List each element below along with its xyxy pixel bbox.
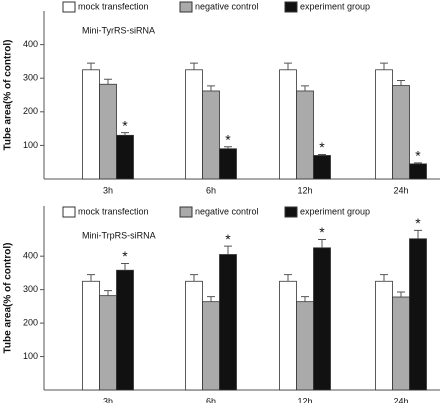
annotation: * bbox=[415, 215, 421, 231]
legend-label: experiment group bbox=[300, 1, 370, 11]
error-bar bbox=[284, 62, 292, 70]
bar bbox=[375, 69, 393, 180]
error-bar bbox=[121, 263, 129, 271]
error-bar bbox=[104, 290, 112, 296]
annotation: * bbox=[319, 224, 325, 240]
bar bbox=[185, 69, 203, 180]
error-bar bbox=[207, 85, 215, 91]
legend-swatch bbox=[179, 1, 193, 13]
error-bar bbox=[284, 274, 292, 282]
legend-label: negative control bbox=[195, 1, 259, 11]
y-tick-label: 300 bbox=[23, 73, 38, 83]
error-bar bbox=[301, 85, 309, 91]
legend-swatch bbox=[284, 206, 298, 218]
bar bbox=[116, 269, 134, 391]
bar bbox=[375, 280, 393, 391]
bar bbox=[202, 301, 220, 391]
legend-swatch bbox=[284, 1, 298, 13]
error-bar bbox=[224, 245, 232, 255]
error-bar bbox=[104, 78, 112, 85]
bar bbox=[279, 69, 297, 180]
x-tick-label: 6h bbox=[206, 185, 216, 195]
bar bbox=[99, 295, 117, 391]
legend-swatch bbox=[62, 206, 76, 218]
legend-label: negative control bbox=[195, 206, 259, 216]
legend-label: mock transfection bbox=[78, 1, 149, 11]
bar bbox=[296, 301, 314, 391]
error-bar bbox=[301, 296, 309, 302]
error-bar bbox=[397, 80, 405, 86]
bar bbox=[313, 247, 331, 391]
annotation: * bbox=[319, 139, 325, 155]
y-axis-label: Tube area(% of control) bbox=[3, 243, 14, 354]
x-tick-label: 6h bbox=[206, 396, 216, 403]
bar bbox=[392, 296, 410, 391]
x-tick-label: 3h bbox=[103, 185, 113, 195]
y-tick-label: 100 bbox=[23, 140, 38, 150]
error-bar bbox=[207, 296, 215, 302]
y-tick-label: 400 bbox=[23, 251, 38, 261]
legend-label: mock transfection bbox=[78, 206, 149, 216]
error-bar bbox=[190, 62, 198, 70]
bar bbox=[409, 163, 427, 180]
bar bbox=[202, 90, 220, 180]
bar bbox=[116, 134, 134, 180]
error-bar bbox=[380, 274, 388, 282]
x-tick-label: 24h bbox=[393, 396, 408, 403]
y-axis-label: Tube area(% of control) bbox=[3, 40, 14, 151]
annotation: * bbox=[122, 248, 128, 264]
bar bbox=[219, 148, 237, 180]
bar bbox=[296, 90, 314, 180]
error-bar bbox=[224, 146, 232, 149]
x-tick-label: 12h bbox=[297, 396, 312, 403]
bar bbox=[279, 280, 297, 391]
error-bar bbox=[318, 153, 326, 156]
bar bbox=[82, 280, 100, 391]
x-tick-label: 24h bbox=[393, 185, 408, 195]
bar bbox=[82, 69, 100, 180]
subtitle: Mini-TyrRS-siRNA bbox=[82, 25, 155, 35]
y-tick-label: 100 bbox=[23, 351, 38, 361]
annotation: * bbox=[225, 131, 231, 147]
y-tick-label: 200 bbox=[23, 317, 38, 327]
annotation: * bbox=[122, 117, 128, 133]
y-tick-label: 400 bbox=[23, 39, 38, 49]
x-tick-label: 12h bbox=[297, 185, 312, 195]
error-bar bbox=[87, 274, 95, 282]
bar bbox=[99, 83, 117, 180]
annotation: * bbox=[225, 231, 231, 247]
x-tick-label: 3h bbox=[103, 396, 113, 403]
error-bar bbox=[87, 62, 95, 70]
error-bar bbox=[414, 162, 422, 164]
y-tick-label: 200 bbox=[23, 106, 38, 116]
bar bbox=[313, 155, 331, 180]
error-bar bbox=[318, 238, 326, 248]
legend-swatch bbox=[62, 1, 76, 13]
error-bar bbox=[190, 274, 198, 282]
error-bar bbox=[380, 62, 388, 70]
subtitle: Mini-TrpRS-siRNA bbox=[82, 230, 156, 240]
annotation: * bbox=[415, 148, 421, 164]
y-tick-label: 300 bbox=[23, 284, 38, 294]
legend-label: experiment group bbox=[300, 206, 370, 216]
error-bar bbox=[414, 229, 422, 239]
bar bbox=[392, 85, 410, 180]
legend-swatch bbox=[179, 206, 193, 218]
bar bbox=[219, 254, 237, 391]
bar bbox=[185, 280, 203, 391]
error-bar bbox=[121, 132, 129, 136]
bar bbox=[409, 238, 427, 391]
error-bar bbox=[397, 291, 405, 297]
